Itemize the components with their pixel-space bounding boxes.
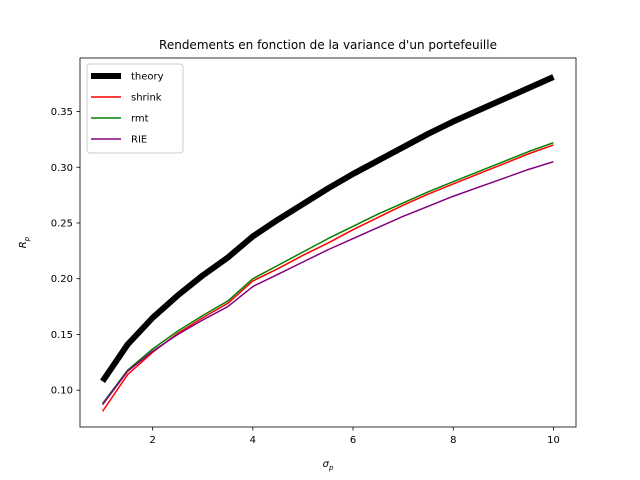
- series-line-theory: [100, 74, 555, 383]
- x-tick-label: 8: [450, 435, 456, 446]
- x-axis: 2 4 6 8 10: [149, 427, 560, 446]
- legend-box: [86, 63, 184, 154]
- y-axis-label-sub: p: [23, 236, 31, 242]
- y-tick-label: 0.15: [51, 330, 73, 341]
- legend-label-shrink: shrink: [131, 93, 162, 104]
- y-axis: 0.10 0.15 0.20 0.25 0.30 0.35: [51, 107, 80, 397]
- y-axis-label-base: R: [18, 241, 29, 248]
- legend-label-rie: RIE: [131, 135, 147, 146]
- y-tick-label: 0.20: [51, 274, 73, 285]
- x-axis-label: σp: [323, 459, 334, 472]
- x-tick-label: 10: [547, 435, 560, 446]
- x-axis-label-sub: p: [328, 464, 334, 472]
- x-axis-label-base: σ: [323, 459, 330, 470]
- x-tick-label: 4: [250, 435, 256, 446]
- legend: theory shrink rmt RIE: [86, 63, 184, 154]
- legend-label-theory: theory: [131, 72, 164, 83]
- legend-label-rmt: rmt: [131, 114, 149, 125]
- y-tick-label: 0.10: [51, 386, 73, 397]
- y-tick-label: 0.30: [51, 163, 73, 174]
- x-tick-label: 6: [350, 435, 356, 446]
- series-line-rmt: [101, 142, 554, 405]
- chart-title: Rendements en fonction de la variance d'…: [159, 38, 497, 52]
- series-lines: [100, 74, 555, 412]
- axes-frame: [79, 57, 577, 428]
- series-line-rie: [101, 160, 554, 406]
- y-tick-label: 0.35: [51, 107, 73, 118]
- y-axis-label: Rp: [18, 236, 31, 248]
- x-tick-label: 2: [149, 435, 155, 446]
- series-line-shrink: [101, 144, 554, 412]
- y-tick-label: 0.25: [51, 218, 73, 229]
